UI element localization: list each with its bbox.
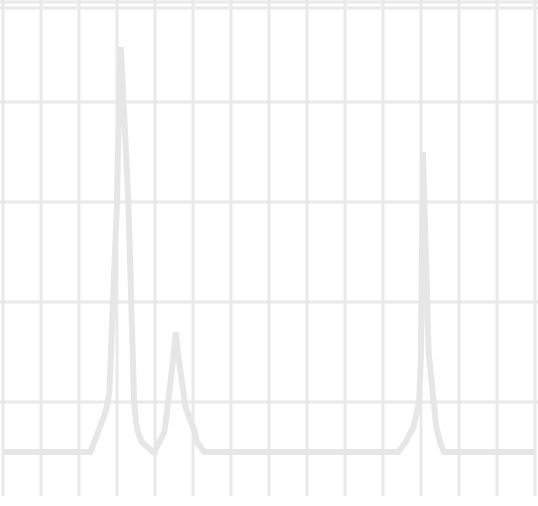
signal-series-line-0 (3, 46, 535, 455)
series-group (3, 46, 535, 455)
